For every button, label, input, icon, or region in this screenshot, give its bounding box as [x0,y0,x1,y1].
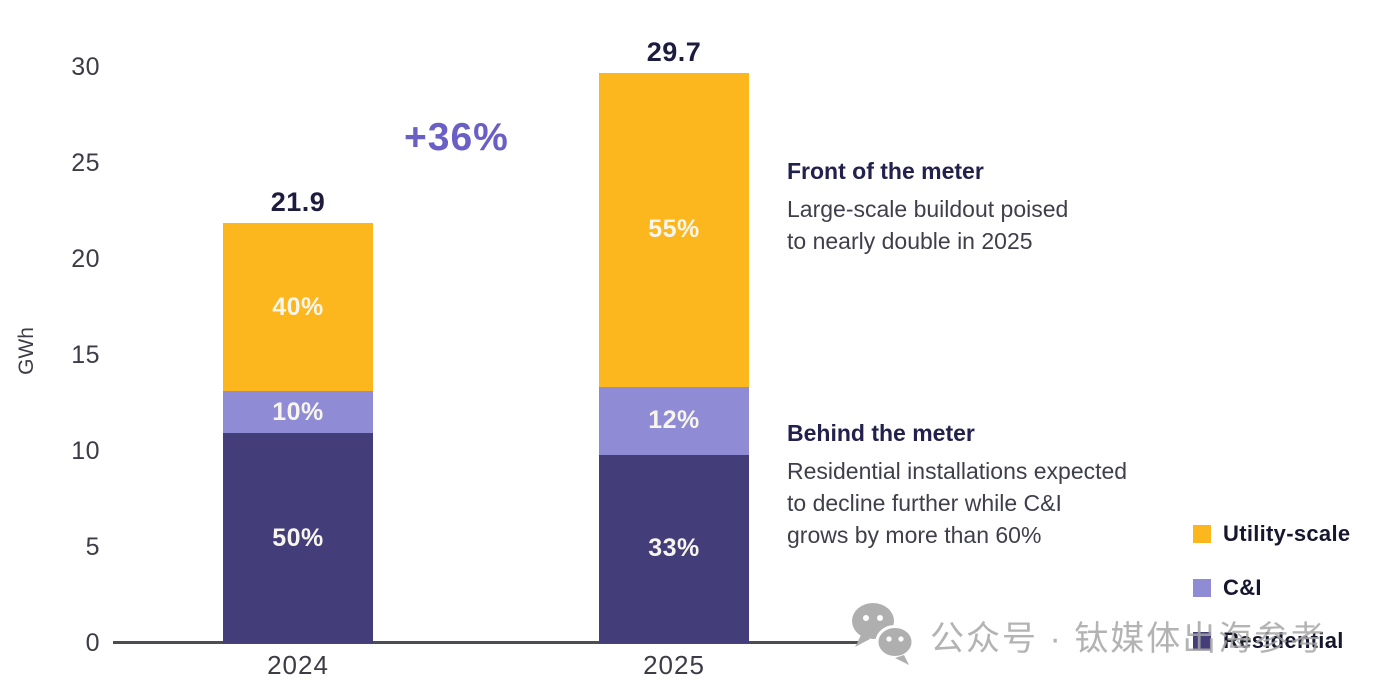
legend-label: C&I [1223,575,1262,600]
bar-segment-utilityscale-2024: 40% [223,223,373,391]
segment-percent-label: 55% [648,215,700,244]
bar-segment-utilityscale-2025: 55% [599,73,749,387]
legend-swatch [1193,632,1211,650]
y-tick-label: 10 [71,437,100,465]
bar-segment-ci-2024: 10% [223,391,373,433]
growth-label: +36% [404,116,509,159]
y-tick-label: 0 [85,629,100,657]
annotation-line: Residential installations expected [787,458,1128,484]
y-tick-label: 20 [71,245,100,273]
stacked-bar-2024: 40% 10% 50% [223,223,373,643]
annotation-title: Behind the meter [787,420,975,446]
segment-percent-label: 50% [272,523,324,552]
annotation-line: to decline further while C&I [787,490,1062,516]
annotation-line: grows by more than 60% [787,522,1042,548]
annotation-title: Front of the meter [787,158,984,184]
y-tick-label: 15 [71,341,100,369]
annotation-front-of-meter: Front of the meter Large-scale buildout … [787,158,1217,257]
legend-label: Residential [1223,628,1344,653]
segment-percent-label: 12% [648,406,700,435]
y-tick-label: 30 [71,53,100,81]
bar-segment-residential-2025: 33% [599,454,749,643]
legend-item-residential: Residential [1193,628,1344,654]
legend-item-utilityscale: Utility-scale [1193,521,1350,547]
x-tick-label: 2025 [643,650,705,680]
bar-segment-residential-2024: 50% [223,433,373,643]
legend-item-ci: C&I [1193,575,1262,601]
segment-percent-label: 10% [272,397,324,426]
annotation-line: to nearly double in 2025 [787,228,1033,254]
bar-total-label: 29.7 [646,37,702,67]
segment-percent-label: 40% [272,292,324,321]
x-axis-line [113,641,858,644]
segment-percent-label: 33% [648,534,700,563]
legend-label: Utility-scale [1223,521,1351,546]
bar-total-label: 21.9 [270,187,326,217]
annotation-line: Large-scale buildout poised [787,196,1069,222]
wechat-icon [846,598,920,673]
y-tick-label: 5 [85,533,100,561]
legend-swatch [1193,525,1211,543]
stacked-bar-2025: 55% 12% 33% [599,73,749,643]
y-tick-label: 25 [71,149,100,177]
x-tick-label: 2024 [267,650,329,680]
legend-swatch [1193,579,1211,597]
bar-segment-ci-2025: 12% [599,386,749,455]
annotation-behind-the-meter: Behind the meter Residential installatio… [787,420,1217,551]
